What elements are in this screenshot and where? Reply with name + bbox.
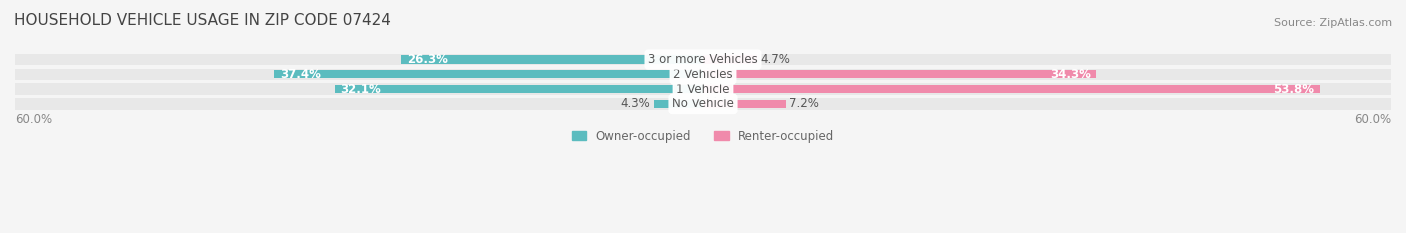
Text: 53.8%: 53.8%: [1274, 83, 1315, 96]
Bar: [15, 98, 703, 110]
Text: 2 Vehicles: 2 Vehicles: [673, 68, 733, 81]
Bar: [703, 98, 1391, 110]
Text: 1 Vehicle: 1 Vehicle: [676, 83, 730, 96]
Text: 26.3%: 26.3%: [408, 53, 449, 66]
Text: 37.4%: 37.4%: [280, 68, 321, 81]
Bar: [703, 69, 1391, 80]
Text: No Vehicle: No Vehicle: [672, 97, 734, 110]
Bar: [703, 83, 1391, 95]
Bar: [703, 70, 1097, 79]
Bar: [274, 70, 703, 79]
Bar: [15, 83, 703, 95]
Text: 7.2%: 7.2%: [789, 97, 818, 110]
Bar: [335, 85, 703, 93]
Text: 3 or more Vehicles: 3 or more Vehicles: [648, 53, 758, 66]
Bar: [703, 54, 1391, 65]
Text: 4.3%: 4.3%: [620, 97, 650, 110]
Text: 32.1%: 32.1%: [340, 83, 381, 96]
Text: 34.3%: 34.3%: [1050, 68, 1091, 81]
Bar: [402, 55, 703, 64]
Bar: [15, 69, 703, 80]
Legend: Owner-occupied, Renter-occupied: Owner-occupied, Renter-occupied: [572, 130, 834, 143]
Text: 60.0%: 60.0%: [1354, 113, 1391, 126]
Text: 60.0%: 60.0%: [15, 113, 52, 126]
Bar: [703, 85, 1320, 93]
Text: HOUSEHOLD VEHICLE USAGE IN ZIP CODE 07424: HOUSEHOLD VEHICLE USAGE IN ZIP CODE 0742…: [14, 13, 391, 28]
Text: Source: ZipAtlas.com: Source: ZipAtlas.com: [1274, 18, 1392, 28]
Bar: [703, 100, 786, 108]
Text: 4.7%: 4.7%: [761, 53, 790, 66]
Bar: [15, 54, 703, 65]
Bar: [654, 100, 703, 108]
Bar: [703, 55, 756, 64]
